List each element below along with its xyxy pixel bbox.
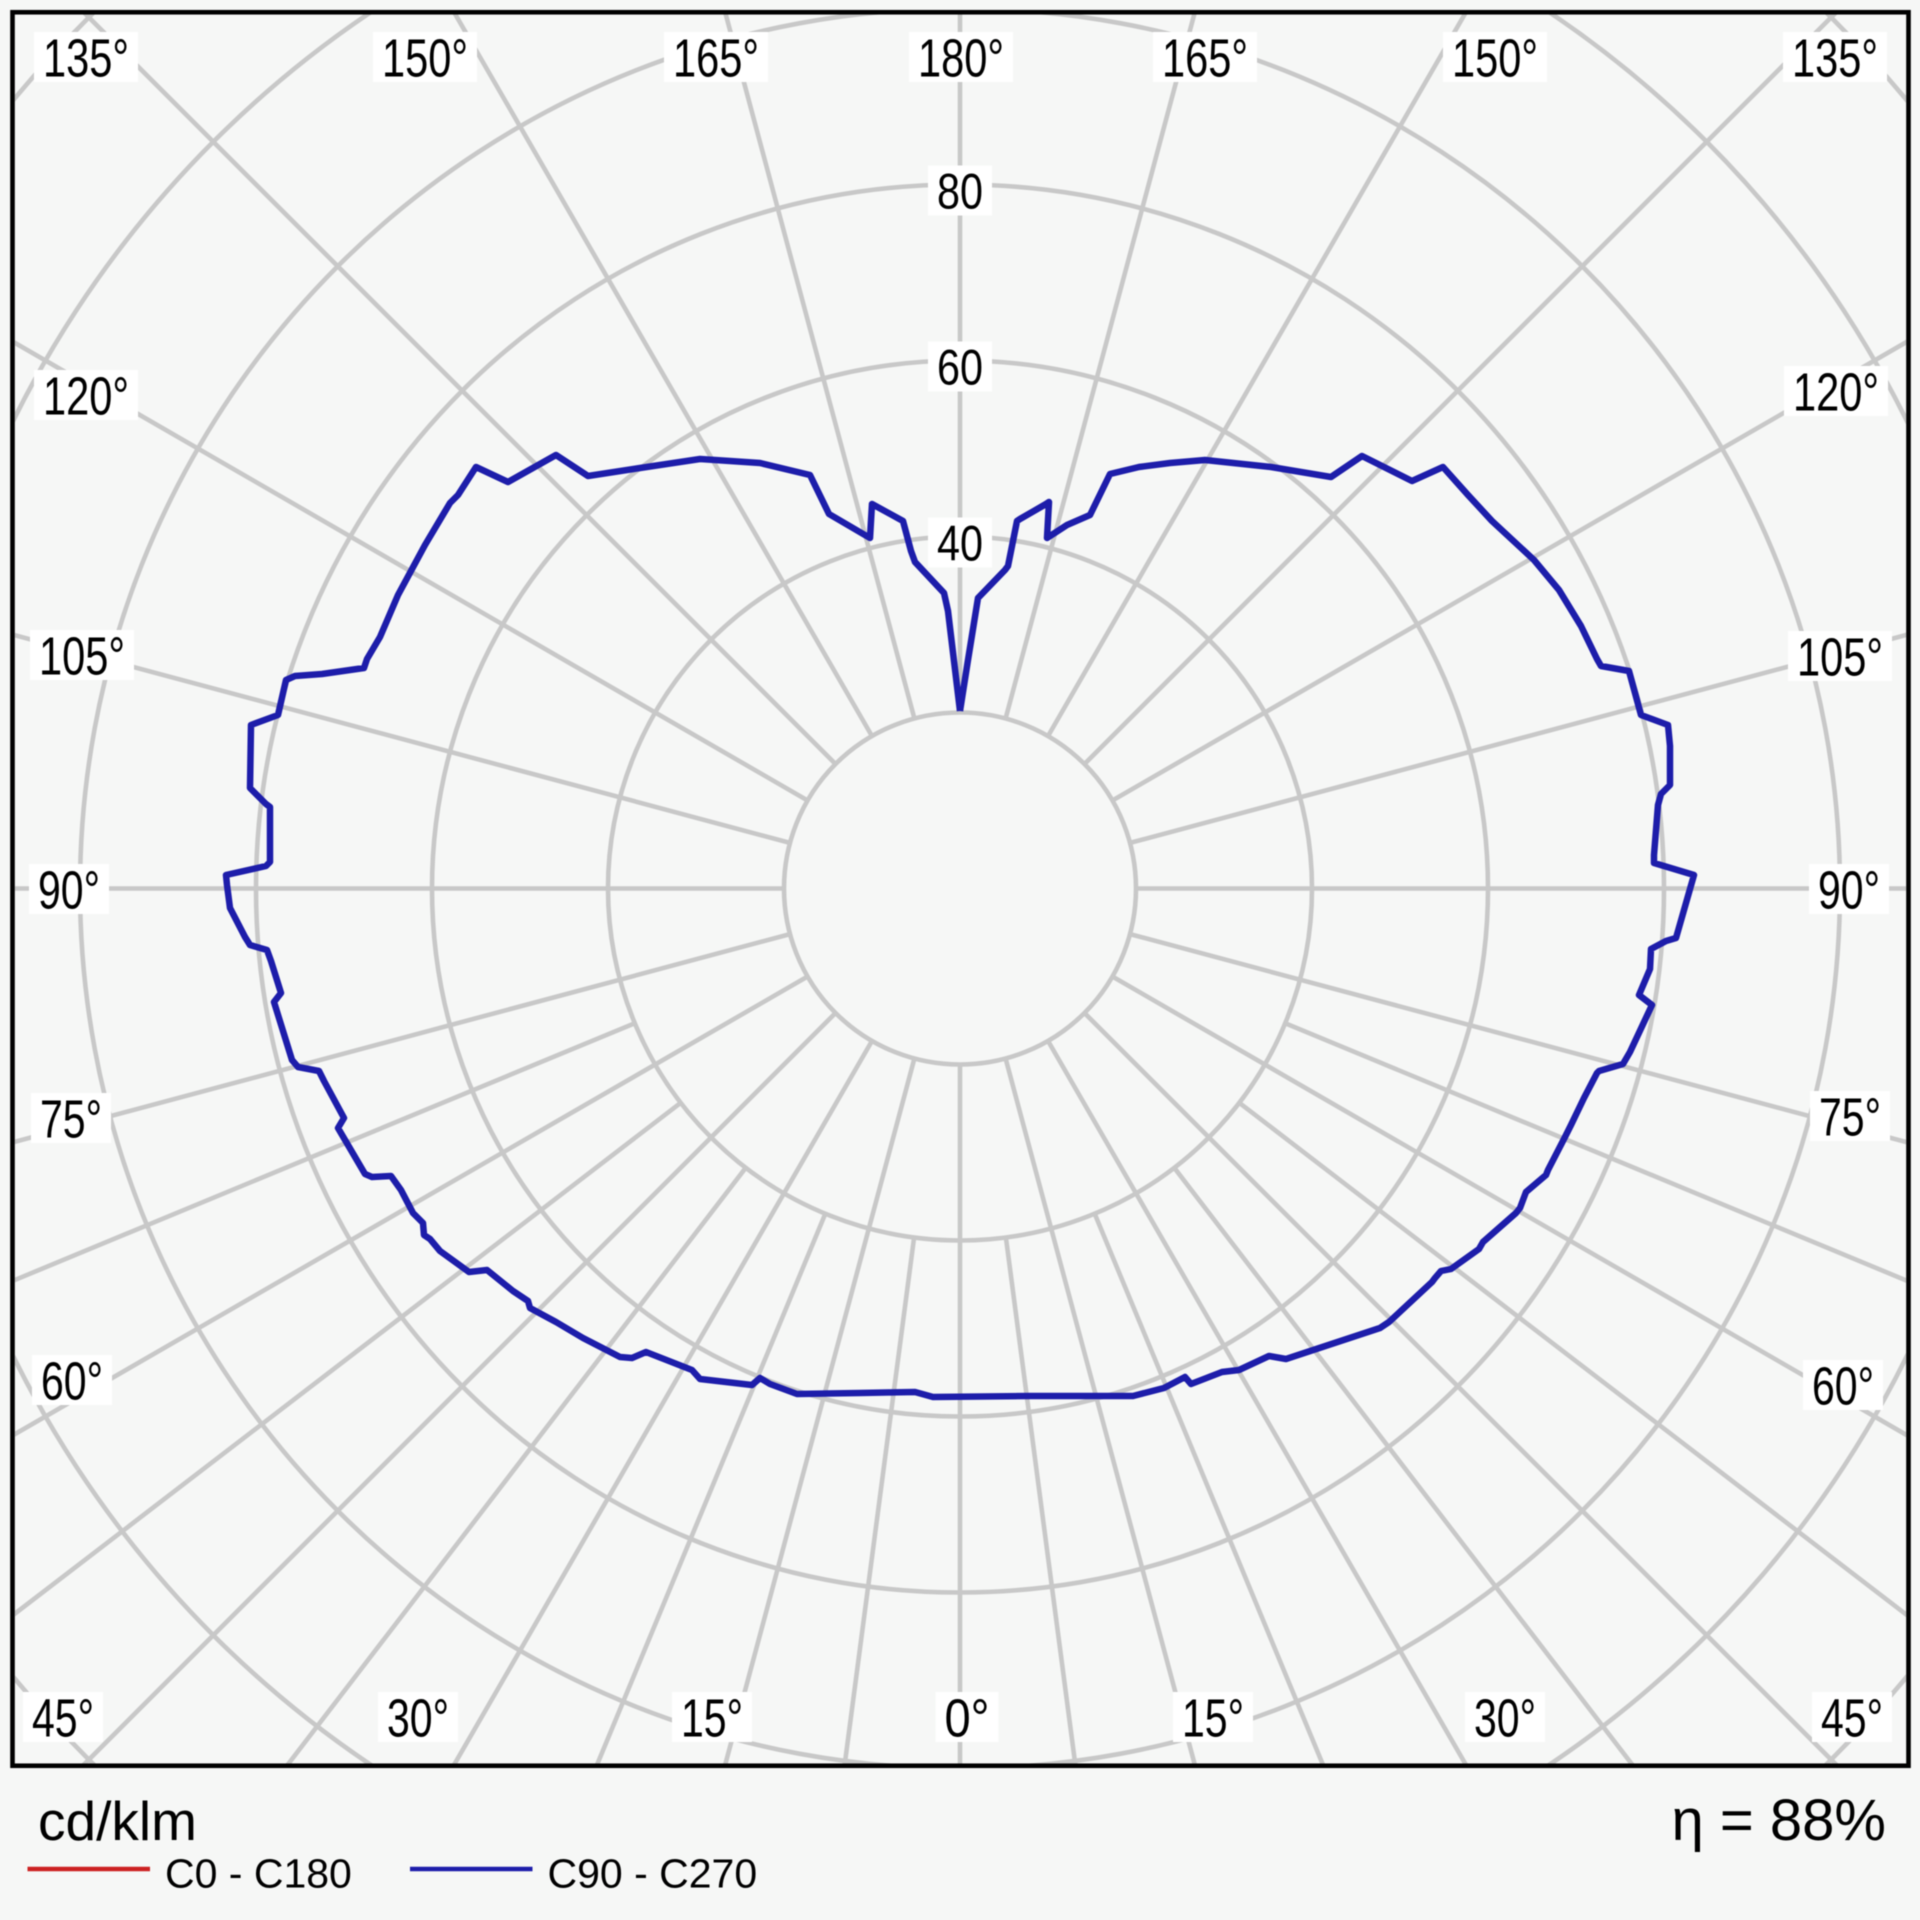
svg-text:135°: 135° — [43, 29, 129, 89]
svg-text:75°: 75° — [40, 1090, 102, 1150]
svg-text:80: 80 — [937, 164, 983, 220]
svg-text:cd/klm: cd/klm — [38, 1790, 197, 1852]
svg-text:165°: 165° — [1162, 29, 1248, 89]
svg-text:150°: 150° — [382, 29, 468, 89]
svg-text:C90 - C270: C90 - C270 — [548, 1851, 758, 1897]
svg-text:165°: 165° — [673, 29, 759, 89]
svg-text:0°: 0° — [945, 1689, 990, 1749]
svg-text:η = 88%: η = 88% — [1672, 1788, 1886, 1853]
svg-text:90°: 90° — [38, 861, 100, 921]
svg-text:60°: 60° — [41, 1352, 103, 1412]
svg-text:45°: 45° — [1821, 1689, 1883, 1749]
svg-text:60°: 60° — [1812, 1357, 1874, 1417]
svg-text:15°: 15° — [681, 1689, 743, 1749]
svg-text:60: 60 — [937, 340, 983, 396]
svg-text:30°: 30° — [1474, 1689, 1536, 1749]
svg-text:105°: 105° — [1797, 628, 1883, 688]
svg-text:30°: 30° — [387, 1689, 449, 1749]
svg-text:120°: 120° — [43, 367, 129, 427]
svg-text:90°: 90° — [1818, 861, 1880, 921]
svg-text:75°: 75° — [1819, 1088, 1881, 1148]
svg-text:105°: 105° — [39, 627, 125, 687]
svg-text:150°: 150° — [1452, 29, 1538, 89]
svg-text:C0 - C180: C0 - C180 — [165, 1851, 352, 1897]
svg-text:120°: 120° — [1793, 363, 1879, 423]
svg-text:40: 40 — [937, 516, 983, 572]
svg-text:180°: 180° — [918, 29, 1004, 89]
svg-text:45°: 45° — [32, 1689, 94, 1749]
svg-text:15°: 15° — [1182, 1689, 1244, 1749]
svg-text:135°: 135° — [1792, 29, 1878, 89]
